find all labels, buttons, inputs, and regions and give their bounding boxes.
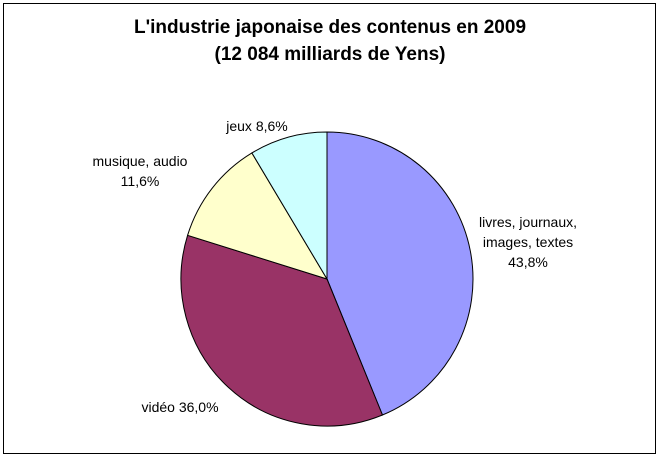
slice-label-livres: livres, journaux, images, textes 43,8% — [479, 214, 577, 270]
pie-slices — [180, 131, 474, 427]
slice-label-musique: musique, audio 11,6% — [93, 153, 188, 189]
slice-label-jeux: jeux 8,6% — [225, 118, 287, 134]
pie-slice-livres — [326, 131, 474, 416]
pie-slice-video — [180, 234, 384, 427]
pie-slice-musique — [186, 152, 329, 280]
slice-label-video: vidéo 36,0% — [141, 399, 218, 415]
chart-title: L'industrie japonaise des contenus en 20… — [133, 17, 527, 38]
chart-title-block: L'industrie japonaise des contenus en 20… — [0, 14, 660, 68]
chart-subtitle: (12 084 milliards de Yens) — [214, 44, 446, 65]
pie-slice-jeux — [251, 131, 328, 281]
pie-labels: livres, journaux, images, textes 43,8% vidé… — [93, 118, 578, 415]
